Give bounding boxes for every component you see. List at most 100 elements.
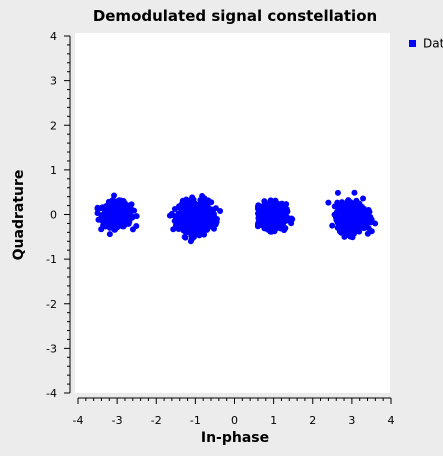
data-point (359, 210, 366, 217)
x-tick-label: -2 (151, 414, 162, 427)
data-point (117, 221, 124, 228)
y-axis-ticks: -4 -3 -2 -1 0 1 2 3 4 (46, 30, 70, 400)
data-point (325, 199, 332, 206)
data-point (349, 234, 356, 241)
data-point (183, 223, 190, 230)
data-point (267, 203, 274, 210)
x-tick-label: 2 (309, 414, 316, 427)
data-point (338, 226, 345, 233)
data-point (201, 202, 208, 209)
data-point (279, 224, 286, 231)
data-point (340, 215, 347, 222)
data-point (273, 200, 280, 207)
data-point (205, 221, 212, 228)
data-point (183, 229, 190, 236)
data-point (348, 204, 355, 211)
data-point (217, 208, 224, 215)
data-point (356, 202, 363, 209)
data-point (114, 203, 121, 210)
data-point (365, 225, 372, 232)
data-point (205, 197, 212, 204)
legend: Dat (409, 37, 443, 51)
x-axis-label: In-phase (201, 430, 269, 446)
data-point (199, 222, 206, 229)
data-point (199, 192, 206, 199)
data-point (133, 213, 140, 220)
data-point (103, 205, 110, 212)
data-point (335, 208, 342, 215)
data-points (94, 189, 379, 245)
data-point (109, 213, 116, 220)
data-point (372, 220, 379, 227)
chart-title: Demodulated signal constellation (93, 7, 377, 25)
data-point (212, 205, 219, 212)
data-point (188, 208, 195, 215)
data-point (364, 230, 371, 237)
y-tick-label: -3 (46, 342, 57, 355)
data-point (166, 212, 173, 219)
data-point (198, 213, 205, 220)
data-point (360, 195, 367, 202)
data-point (334, 189, 341, 196)
data-point (360, 224, 367, 231)
data-point (210, 216, 217, 223)
data-point (263, 222, 270, 229)
data-point (346, 227, 353, 234)
x-tick-label: 4 (388, 414, 395, 427)
x-axis-ticks: -4 -3 -2 -1 0 1 2 3 4 (73, 398, 395, 427)
data-point (111, 192, 118, 199)
data-point (255, 202, 262, 209)
legend-label: Dat (423, 37, 443, 51)
data-point (329, 222, 336, 229)
data-point (339, 203, 346, 210)
data-point (364, 216, 371, 223)
y-tick-label: 3 (50, 75, 57, 88)
x-tick-label: -3 (112, 414, 123, 427)
x-tick-label: -1 (190, 414, 201, 427)
y-tick-label: -1 (46, 253, 57, 266)
data-point (176, 222, 183, 229)
y-tick-label: 1 (50, 164, 57, 177)
data-point (183, 208, 190, 215)
data-point (106, 231, 113, 238)
data-point (102, 223, 109, 230)
data-point (172, 213, 179, 220)
data-point (190, 216, 196, 223)
data-point (348, 221, 355, 228)
data-point (340, 211, 347, 218)
data-point (129, 226, 136, 233)
data-point (131, 207, 138, 214)
data-point (341, 233, 348, 240)
data-point (351, 189, 358, 196)
data-point (271, 214, 278, 221)
y-tick-label: 2 (50, 119, 57, 132)
y-axis-label: Quadrature (11, 170, 27, 261)
data-point (275, 220, 282, 227)
legend-marker (409, 40, 416, 47)
x-tick-label: -4 (73, 414, 84, 427)
x-tick-label: 3 (348, 414, 355, 427)
y-tick-label: 4 (50, 30, 57, 43)
data-point (189, 194, 196, 201)
data-point (350, 213, 357, 220)
data-point (267, 228, 274, 235)
data-point (195, 231, 202, 238)
data-point (183, 196, 190, 203)
x-tick-label: 1 (270, 414, 277, 427)
data-point (170, 226, 177, 233)
y-tick-label: -4 (46, 387, 57, 400)
data-point (283, 201, 290, 208)
data-point (182, 218, 189, 225)
data-point (123, 213, 130, 220)
data-point (98, 226, 105, 233)
data-point (171, 218, 178, 225)
data-point (123, 203, 130, 210)
data-point (182, 234, 189, 241)
data-point (94, 205, 101, 212)
y-tick-label: 0 (50, 209, 57, 222)
x-tick-label: 0 (231, 414, 238, 427)
data-point (100, 215, 107, 222)
y-tick-label: -2 (46, 298, 57, 311)
data-point (201, 231, 208, 238)
